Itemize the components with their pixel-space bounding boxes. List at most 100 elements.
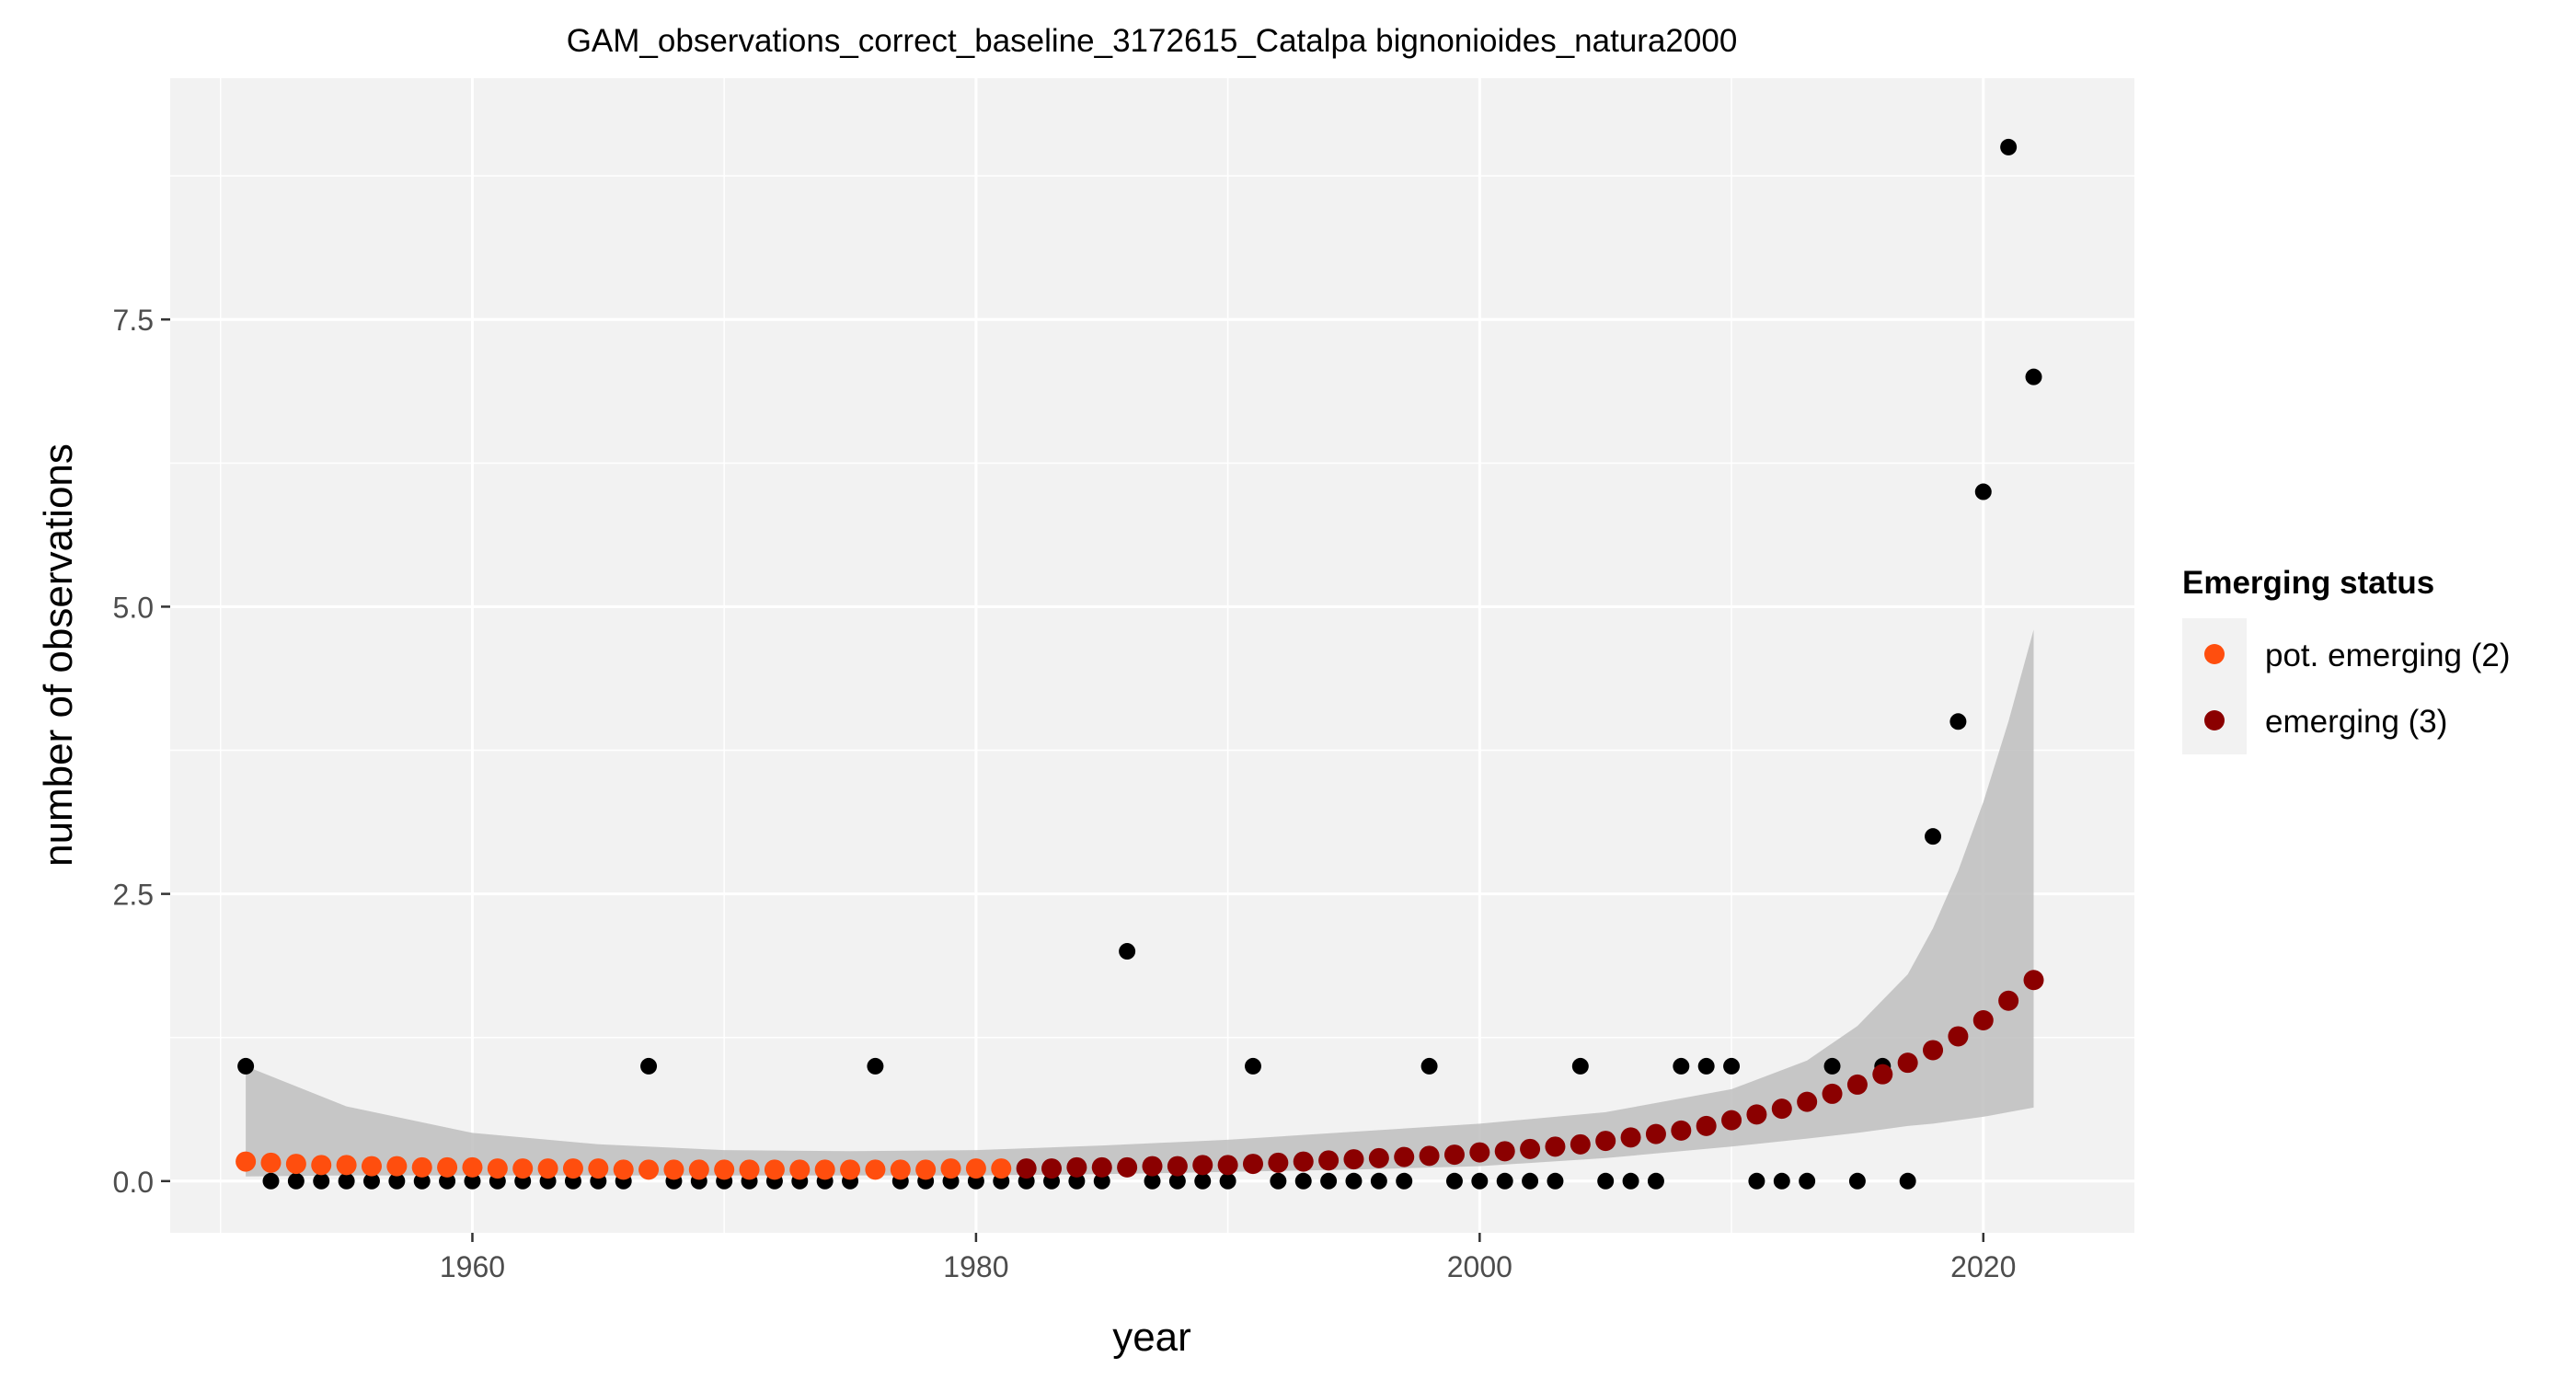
fitted-point [588, 1158, 609, 1179]
observed-point [1244, 1057, 1261, 1075]
fitted-point [462, 1156, 483, 1178]
fitted-point [714, 1159, 735, 1180]
x-tick-label: 2020 [1950, 1250, 2016, 1283]
y-tick-label: 5.0 [113, 591, 154, 624]
fitted-point [965, 1158, 986, 1179]
fitted-point [1443, 1144, 1465, 1166]
fitted-point [1671, 1120, 1692, 1141]
fitted-point [915, 1159, 937, 1180]
fitted-point [1041, 1158, 1063, 1179]
legend: Emerging status pot. emerging (2) emergi… [2182, 565, 2511, 754]
fitted-point [840, 1159, 861, 1180]
y-tick-label: 2.5 [113, 879, 154, 912]
fitted-point [285, 1154, 306, 1175]
observed-point [1547, 1172, 1564, 1190]
observed-point [1899, 1172, 1916, 1190]
fitted-point [1746, 1104, 1767, 1125]
observed-point [1949, 713, 1967, 730]
observed-point [1974, 483, 1992, 500]
y-axis-label: number of observations [36, 443, 81, 867]
observed-point [1119, 943, 1136, 960]
observed-point [1571, 1057, 1589, 1075]
observed-point [1420, 1057, 1438, 1075]
fitted-point [1545, 1136, 1566, 1157]
observed-point [362, 1172, 380, 1190]
confidence-ribbon [246, 629, 2034, 1177]
legend-label-emerging: emerging (3) [2265, 704, 2447, 740]
fitted-point [2023, 970, 2044, 991]
observed-point [287, 1172, 305, 1190]
fitted-point [1620, 1127, 1641, 1148]
fitted-point [890, 1159, 911, 1180]
fitted-point [814, 1159, 835, 1180]
fitted-point [739, 1159, 760, 1180]
fitted-point [1192, 1155, 1213, 1176]
observed-point [1622, 1172, 1639, 1190]
fitted-point [260, 1152, 282, 1173]
fitted-points [236, 970, 2044, 1180]
fitted-point [1595, 1131, 1616, 1152]
observed-point [1345, 1172, 1363, 1190]
observed-point [1144, 1172, 1161, 1190]
fitted-point [1570, 1133, 1591, 1155]
fitted-point [638, 1159, 660, 1180]
legend-label-pot-emerging: pot. emerging (2) [2265, 638, 2511, 673]
observed-point [413, 1172, 431, 1190]
observed-point [1396, 1172, 1413, 1190]
plot-panel [170, 78, 2134, 1233]
observed-point [1848, 1172, 1866, 1190]
observed-point [1093, 1172, 1110, 1190]
fitted-point [386, 1156, 408, 1177]
x-axis-label: year [1112, 1315, 1191, 1360]
observed-point [1320, 1172, 1338, 1190]
fitted-point [1998, 990, 2019, 1011]
observed-point [1194, 1172, 1212, 1190]
fitted-point [1696, 1115, 1717, 1136]
fitted-point [537, 1158, 558, 1179]
fitted-point [1923, 1040, 1944, 1061]
legend-key-background [2182, 618, 2247, 754]
observed-point [1723, 1057, 1741, 1075]
legend-key-emerging [2204, 710, 2225, 730]
observed-point [1647, 1172, 1664, 1190]
fitted-point [1142, 1156, 1163, 1177]
observed-point [640, 1057, 658, 1075]
fitted-point [1846, 1074, 1868, 1095]
observed-point [867, 1057, 884, 1075]
fitted-point [1016, 1158, 1037, 1179]
observed-point [1496, 1172, 1513, 1190]
fitted-point [1394, 1146, 1415, 1167]
observed-point [1773, 1172, 1790, 1190]
fitted-point [1066, 1156, 1087, 1178]
observed-point [1673, 1057, 1690, 1075]
observed-point [1270, 1172, 1287, 1190]
fitted-point [764, 1159, 785, 1180]
fitted-point [1972, 1009, 1994, 1030]
observed-point [1823, 1057, 1841, 1075]
fitted-point [663, 1159, 684, 1180]
y-tick-label: 7.5 [113, 304, 154, 337]
observed-point [262, 1172, 280, 1190]
legend-key-pot-emerging [2204, 644, 2225, 664]
axes: 0.0 2.5 5.0 7.5 1960 1980 2000 2020 [113, 304, 2017, 1283]
fitted-point [688, 1159, 709, 1180]
fitted-point [1897, 1052, 1918, 1074]
observed-point [313, 1172, 330, 1190]
observed-point [388, 1172, 406, 1190]
observed-point [1697, 1057, 1715, 1075]
fitted-point [411, 1156, 432, 1178]
observed-point [2000, 138, 2018, 155]
x-tick-label: 1960 [440, 1250, 505, 1283]
observed-point [1597, 1172, 1615, 1190]
observed-point [1799, 1172, 1816, 1190]
fitted-point [437, 1156, 458, 1178]
fitted-point [1343, 1149, 1364, 1170]
observed-point [237, 1057, 255, 1075]
observed-point [338, 1172, 355, 1190]
observed-point [1471, 1172, 1489, 1190]
observed-point [1219, 1172, 1236, 1190]
fitted-point [1293, 1151, 1314, 1172]
observed-point [1068, 1172, 1086, 1190]
fitted-point [865, 1159, 886, 1180]
x-tick-label: 2000 [1447, 1250, 1512, 1283]
